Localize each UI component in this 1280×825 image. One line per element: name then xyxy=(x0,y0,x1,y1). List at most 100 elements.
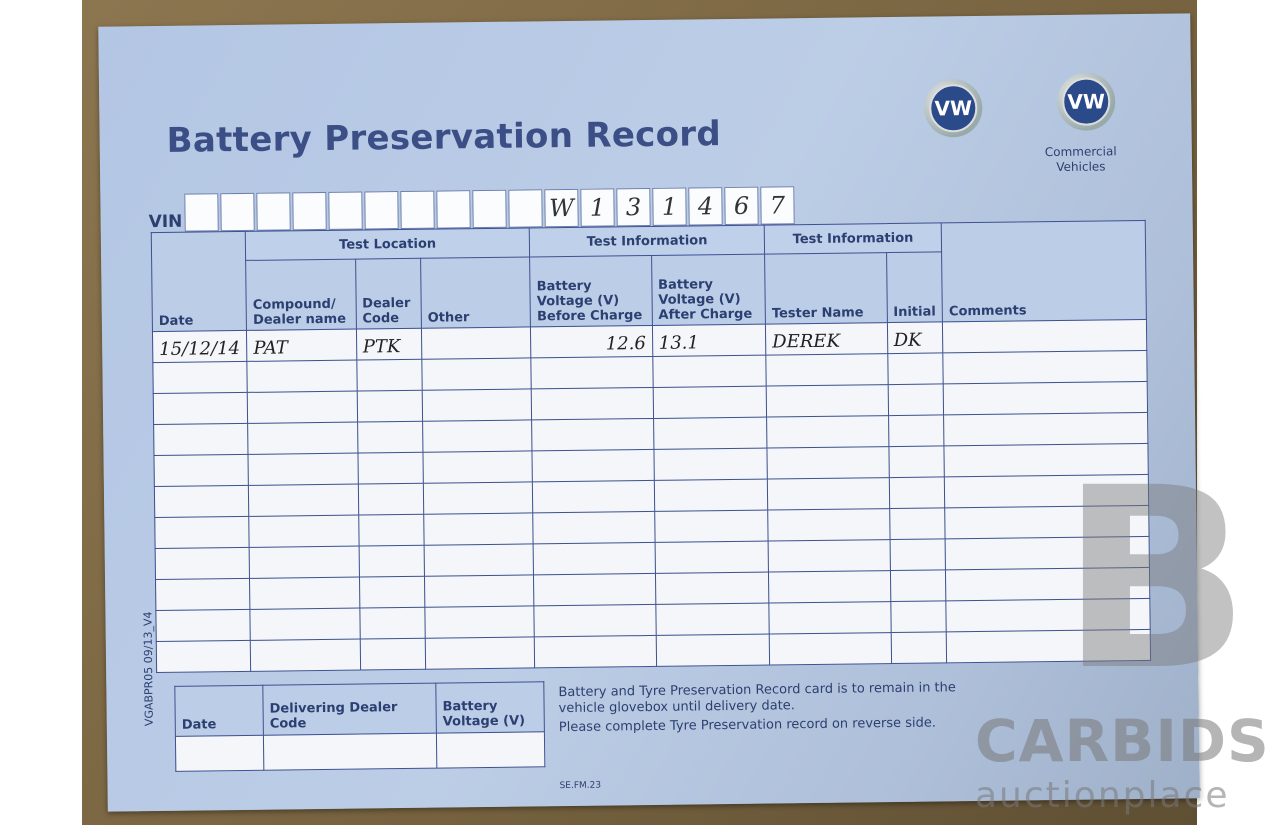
vin-char-box: 3 xyxy=(616,187,651,227)
cell-after-charge xyxy=(654,541,769,574)
header-initial: Initial xyxy=(886,251,943,323)
cell-dealer-code xyxy=(358,514,424,547)
vin-char-box: 1 xyxy=(580,188,615,227)
cell-date xyxy=(153,392,248,425)
cell-dealer-code xyxy=(358,545,425,578)
cell-other xyxy=(424,574,535,608)
vin-char-box: 4 xyxy=(688,187,723,226)
cell-before-charge xyxy=(533,542,656,575)
cell-other xyxy=(421,326,532,360)
cell-dealer-code xyxy=(356,390,423,423)
cell-after-charge xyxy=(655,572,769,605)
delivery-dealer-code-header: Delivering Dealer Code xyxy=(262,683,437,736)
cell-after-charge xyxy=(653,417,768,450)
vin-char-box xyxy=(184,193,219,232)
cell-date xyxy=(154,485,249,518)
cell-compound xyxy=(247,360,357,393)
header-before-charge: Battery Voltage (V) Before Charge xyxy=(529,255,653,327)
cell-compound xyxy=(249,546,360,579)
cell-after-charge: 13.1 xyxy=(652,324,766,357)
cell-compound xyxy=(250,639,361,672)
cell-tester-name xyxy=(767,508,890,542)
delivery-voltage-header: Battery Voltage (V) xyxy=(435,681,545,734)
vin-char-box xyxy=(220,192,255,232)
cell-after-charge xyxy=(654,510,769,543)
cell-date xyxy=(156,640,251,673)
cell-tester-name: DEREK xyxy=(765,322,888,356)
delivery-table: Date Delivering Dealer Code Battery Volt… xyxy=(174,681,545,772)
cell-comments xyxy=(942,350,1148,384)
cell-date xyxy=(153,454,249,487)
cell-dealer-code xyxy=(356,359,423,392)
cell-before-charge xyxy=(532,511,655,544)
group-test-information: Test Information xyxy=(529,225,765,257)
vin-char-box xyxy=(508,189,543,228)
cell-comments xyxy=(943,381,1148,415)
cell-initial xyxy=(887,352,944,385)
cell-after-charge xyxy=(652,386,767,419)
header-after-charge: Battery Voltage (V) After Charge xyxy=(651,254,766,326)
cell-dealer-code xyxy=(357,483,424,516)
group-test-information-2: Test Information xyxy=(764,222,942,255)
cell-other xyxy=(423,543,534,577)
cell-compound xyxy=(247,391,358,424)
cell-after-charge xyxy=(652,355,767,388)
delivery-voltage-cell xyxy=(436,731,545,769)
instruction-note: Battery and Tyre Preservation Record car… xyxy=(558,680,956,736)
cell-after-charge xyxy=(654,479,768,512)
cell-dealer-code: PTK xyxy=(356,328,422,361)
cell-initial xyxy=(890,631,947,664)
header-compound: Compound/ Dealer name xyxy=(245,259,357,331)
cell-before-charge xyxy=(534,604,656,637)
cell-before-charge xyxy=(532,449,655,482)
cell-before-charge xyxy=(531,418,654,451)
cell-after-charge xyxy=(655,603,770,636)
cell-compound xyxy=(249,577,360,610)
cell-initial xyxy=(888,445,945,478)
header-comments: Comments xyxy=(941,220,1147,322)
cell-initial xyxy=(890,600,947,633)
cell-other xyxy=(421,357,532,391)
cell-initial xyxy=(889,569,947,602)
watermark-brand: CARBIDS xyxy=(975,707,1270,775)
vin-label: VIN xyxy=(148,211,183,233)
header-tester-name: Tester Name xyxy=(764,252,887,325)
vin-char-box: W xyxy=(544,188,579,228)
cell-after-charge xyxy=(653,448,768,481)
cell-compound: PAT xyxy=(246,329,357,362)
cell-tester-name xyxy=(768,601,891,635)
card-title: Battery Preservation Record xyxy=(166,114,722,161)
cell-date xyxy=(154,516,250,549)
cell-tester-name xyxy=(767,446,889,480)
cell-tester-name xyxy=(766,384,889,418)
form-code: SE.FM.23 xyxy=(559,780,602,792)
cell-before-charge xyxy=(534,635,657,668)
vin-char-box: 6 xyxy=(724,186,759,226)
cell-initial xyxy=(889,538,946,571)
vin-char-box: 7 xyxy=(760,186,795,225)
delivery-dealer-code-cell xyxy=(263,733,437,771)
cell-other xyxy=(425,636,535,670)
cell-before-charge: 12.6 xyxy=(530,325,653,358)
cell-compound xyxy=(250,608,360,641)
vin-char-box xyxy=(400,190,435,230)
vw-commercial-logo: VW xyxy=(1056,72,1116,131)
cell-before-charge xyxy=(532,480,655,513)
cell-tester-name xyxy=(767,477,890,511)
vin-char-box xyxy=(436,190,471,229)
cell-before-charge xyxy=(531,356,653,389)
cell-other xyxy=(422,450,533,484)
cell-tester-name xyxy=(769,632,892,666)
cell-compound xyxy=(248,453,358,486)
cell-compound xyxy=(248,515,359,548)
vw-logo: VW xyxy=(923,78,983,138)
header-other: Other xyxy=(420,256,531,329)
vin-char-box: 1 xyxy=(652,187,687,226)
commercial-vehicles-caption: Commercial Vehicles xyxy=(1044,144,1117,175)
cell-date xyxy=(155,609,251,642)
cell-initial xyxy=(888,414,945,447)
cell-date xyxy=(153,423,249,456)
cell-dealer-code xyxy=(357,452,424,485)
cell-tester-name xyxy=(765,353,888,387)
cell-tester-name xyxy=(768,539,890,573)
